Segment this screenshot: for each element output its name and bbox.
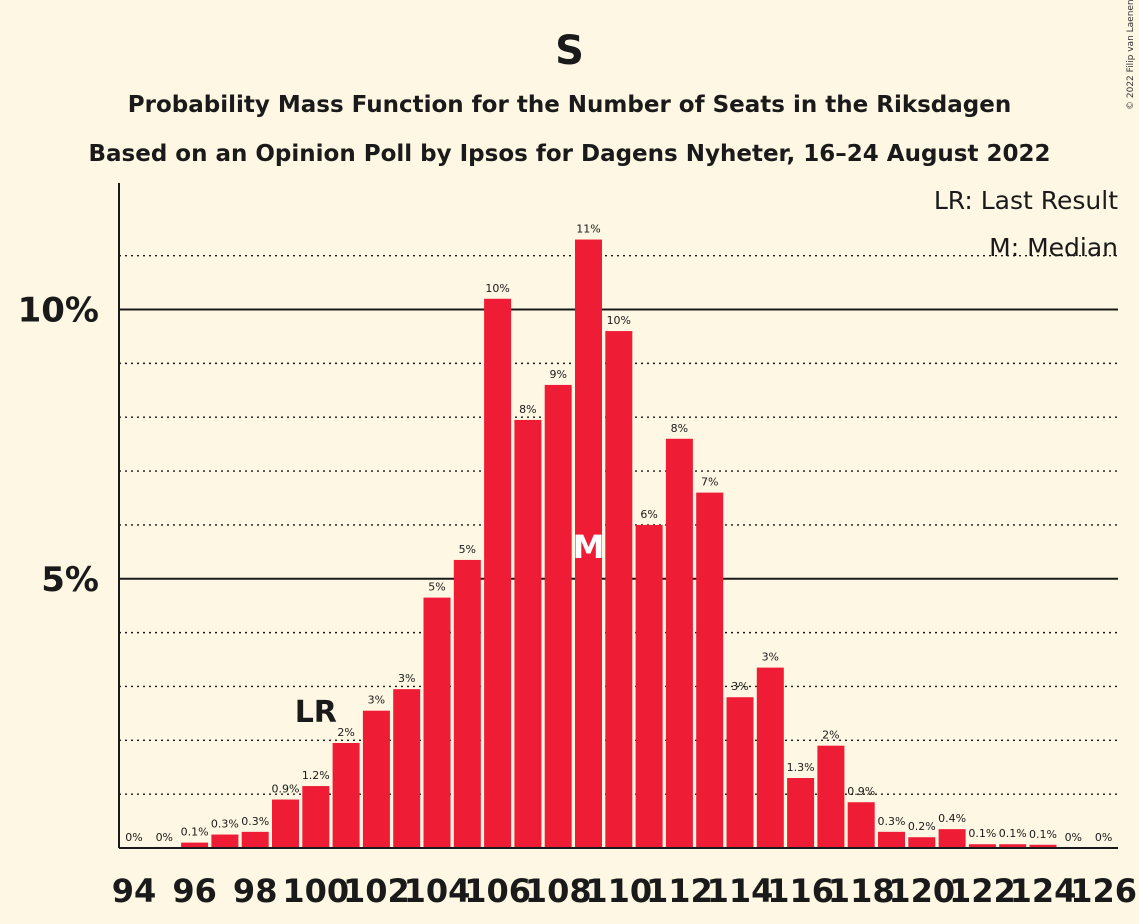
axes: 5%10%94 96 98 10010210410610811011211411611… — [18, 183, 1137, 910]
data-label-103: 3% — [398, 672, 415, 685]
x-tick-label: 98 — [233, 872, 278, 910]
data-label-114: 3% — [731, 680, 748, 693]
data-label-120: 0.2% — [908, 820, 936, 833]
x-tick-label: 108 — [525, 872, 592, 910]
data-label-113: 7% — [701, 476, 718, 489]
bars — [181, 239, 1057, 849]
x-tick-label: 114 — [707, 872, 774, 910]
bar-115 — [756, 667, 784, 848]
bar-124 — [1029, 844, 1057, 848]
data-label-94: 0% — [125, 831, 142, 844]
y-tick-label: 10% — [18, 291, 99, 331]
y-tick-label: 5% — [41, 560, 99, 600]
bar-120 — [908, 837, 936, 848]
bar-99 — [272, 799, 299, 848]
bar-104 — [423, 597, 451, 848]
x-tick-label: 110 — [585, 872, 652, 910]
x-tick-label: 96 — [172, 872, 217, 910]
data-label-97: 0.3% — [211, 818, 239, 831]
bar-117 — [817, 745, 845, 848]
data-label-123: 0.1% — [999, 827, 1027, 840]
x-tick-label: 104 — [404, 872, 471, 910]
bar-100 — [302, 786, 330, 848]
x-tick-label: 124 — [1010, 872, 1077, 910]
bar-119 — [878, 831, 905, 848]
bar-113 — [696, 492, 724, 848]
median-marker: M — [573, 528, 605, 566]
bar-97 — [211, 834, 239, 848]
bar-101 — [332, 743, 360, 848]
bar-112 — [665, 438, 693, 848]
data-label-108: 9% — [549, 368, 566, 381]
bar-96 — [181, 842, 209, 848]
chart-title: S — [555, 28, 584, 74]
x-tick-label: 118 — [828, 872, 895, 910]
last-result-marker: LR — [295, 695, 337, 730]
legend-median: M: Median — [989, 233, 1118, 262]
data-label-119: 0.3% — [878, 815, 906, 828]
x-tick-label: 122 — [949, 872, 1016, 910]
data-label-116: 1.3% — [787, 761, 815, 774]
bar-121 — [938, 829, 966, 848]
x-tick-label: 120 — [888, 872, 955, 910]
data-label-124: 0.1% — [1029, 828, 1057, 841]
bar-102 — [362, 710, 390, 848]
bar-118 — [847, 802, 875, 848]
data-label-101: 2% — [337, 726, 354, 739]
data-label-110: 10% — [607, 314, 631, 327]
data-label-112: 8% — [671, 422, 688, 435]
x-tick-label: 102 — [343, 872, 410, 910]
data-label-111: 6% — [640, 508, 657, 521]
bar-105 — [453, 559, 481, 848]
data-label-104: 5% — [428, 581, 445, 594]
bar-123 — [999, 844, 1027, 848]
legend-last-result: LR: Last Result — [934, 186, 1118, 215]
data-label-118: 0.9% — [847, 785, 875, 798]
x-tick-label: 126 — [1070, 872, 1137, 910]
bar-122 — [968, 844, 996, 848]
data-label-98: 0.3% — [241, 815, 269, 828]
x-tick-label: 106 — [464, 872, 531, 910]
bar-109 — [575, 239, 602, 849]
bar-111 — [635, 524, 663, 848]
bar-108 — [544, 384, 572, 848]
x-tick-label: 94 — [112, 872, 157, 910]
data-label-121: 0.4% — [938, 812, 966, 825]
x-tick-label: 116 — [767, 872, 834, 910]
data-label-102: 3% — [368, 694, 385, 707]
data-label-100: 1.2% — [302, 769, 330, 782]
data-label-107: 8% — [519, 403, 536, 416]
data-label-126: 0% — [1095, 831, 1112, 844]
x-tick-label: 112 — [646, 872, 713, 910]
bar-116 — [787, 778, 815, 848]
data-label-96: 0.1% — [181, 826, 209, 839]
data-label-125: 0% — [1065, 831, 1082, 844]
data-label-122: 0.1% — [968, 827, 996, 840]
bar-110 — [605, 331, 633, 849]
data-label-99: 0.9% — [272, 783, 300, 796]
bar-98 — [241, 831, 269, 848]
data-label-109: 11% — [576, 223, 600, 236]
copyright-notice: © 2022 Filip van Laenen — [1126, 0, 1136, 110]
data-labels: 0% 0% 0.1%0.3% 0.3%0.9%1.2%2%3%3%5%5%10%8%9… — [125, 223, 1112, 844]
data-label-115: 3% — [762, 651, 779, 664]
bar-114 — [726, 697, 754, 848]
bar-107 — [514, 419, 542, 848]
data-label-105: 5% — [459, 543, 476, 556]
data-label-95: 0% — [156, 831, 173, 844]
x-tick-label: 100 — [282, 872, 349, 910]
bar-106 — [484, 298, 512, 848]
bar-103 — [393, 689, 421, 848]
chart-subtitle-line-2: Based on an Opinion Poll by Ipsos for Da… — [88, 141, 1050, 167]
chart-subtitle-line-1: Probability Mass Function for the Number… — [128, 92, 1011, 118]
data-label-106: 10% — [485, 282, 509, 295]
data-label-117: 2% — [822, 729, 839, 742]
